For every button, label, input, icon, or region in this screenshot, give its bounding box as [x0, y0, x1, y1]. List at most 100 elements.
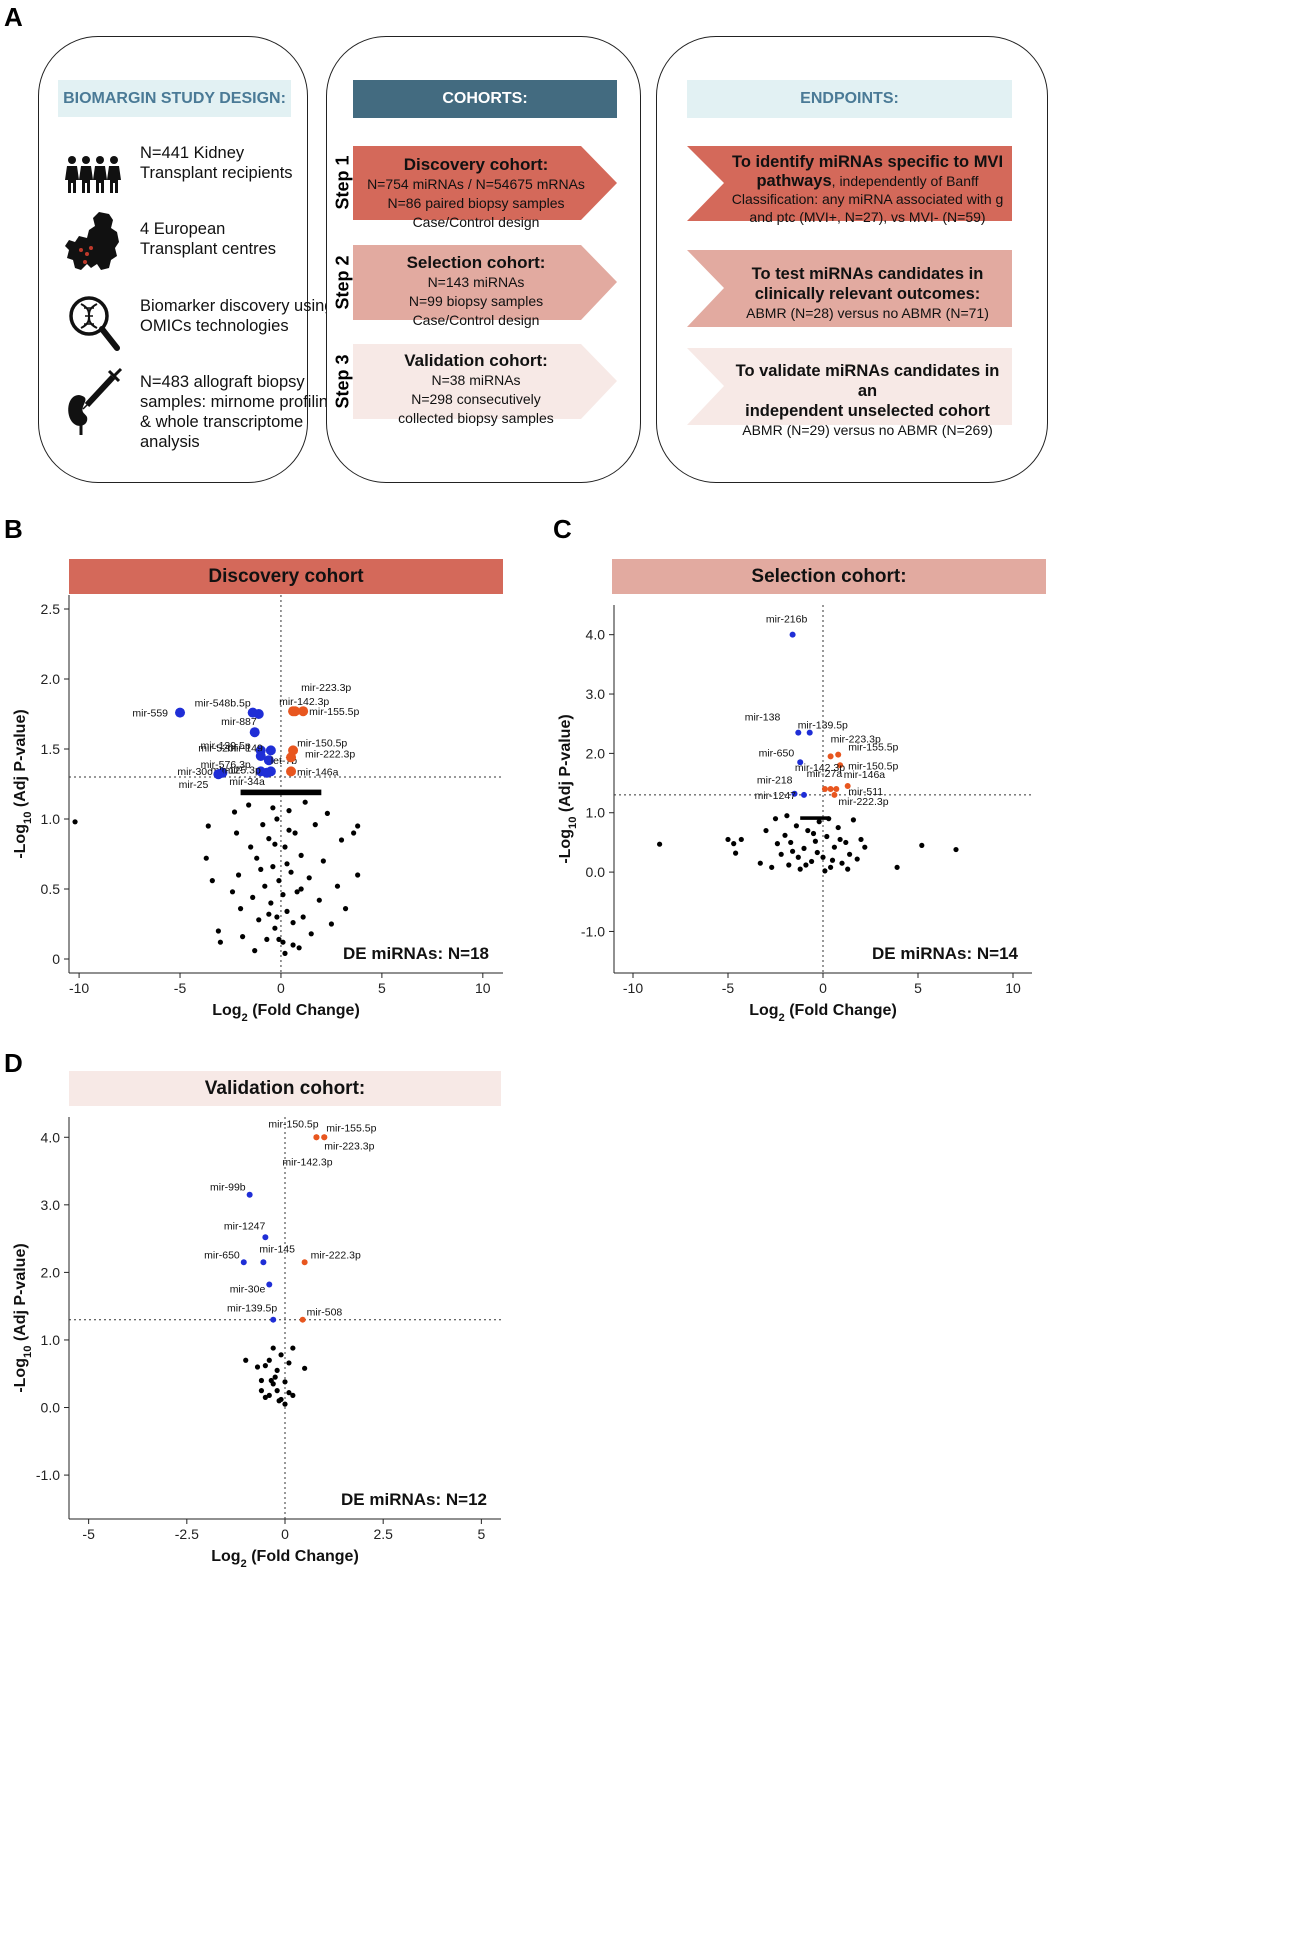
nonsignificant-point: [72, 819, 78, 825]
design-item-centres: 4 European Transplant centres: [58, 205, 276, 285]
nonsignificant-point: [862, 844, 868, 850]
x-tick-label: 0: [281, 1526, 289, 1542]
nonsignificant-point: [272, 1374, 278, 1380]
nonsignificant-point: [280, 892, 286, 898]
discovery-cohort-text: Discovery cohort: N=754 miRNAs / N=54675…: [356, 155, 596, 232]
nonsignificant-point: [803, 862, 809, 868]
design-text-line: samples: mirnome profiling: [140, 393, 338, 411]
nonsignificant-point: [725, 836, 731, 843]
y-tick-label: 1.0: [586, 805, 606, 821]
nonsignificant-point: [829, 857, 836, 863]
nonsignificant-point: [274, 816, 280, 822]
de-mirna-label: mir-155.5p: [309, 706, 359, 718]
nonsignificant-point: [260, 822, 266, 828]
cohort-line: Case/Control design: [412, 312, 540, 328]
de-mirna-point: [249, 727, 260, 738]
nonsignificant-point: [300, 914, 306, 920]
y-tick-label: 2.0: [41, 671, 61, 687]
nonsignificant-dense-band: [240, 789, 322, 796]
nonsignificant-point: [256, 917, 262, 923]
nonsignificant-point: [820, 854, 826, 860]
de-mirna-point: [298, 706, 309, 717]
de-mirna-label: mir-146a: [297, 766, 339, 778]
nonsignificant-point: [306, 875, 312, 881]
de-mirna-point: [255, 751, 266, 761]
nonsignificant-point: [854, 856, 860, 862]
de-mirna-label: mir-548b.5p: [195, 698, 251, 710]
endpoint-line: Classification: any miRNA associated wit…: [731, 191, 1004, 207]
de-mirna-label: mir-222.3p: [838, 796, 888, 808]
de-mirna-label: mir-139.5p: [201, 740, 251, 752]
cohort-line: Case/Control design: [412, 214, 540, 230]
nonsignificant-point: [835, 824, 841, 831]
endpoint-3-shape: [687, 348, 1012, 425]
nonsignificant-point: [274, 914, 280, 920]
y-axis-title: -Log10 (Adj P-value): [557, 714, 579, 863]
de-mirna-point: [833, 786, 840, 792]
nonsignificant-point: [237, 906, 244, 912]
nonsignificant-point: [738, 836, 744, 843]
design-item-recipients: N=441 Kidney Transplant recipients: [58, 135, 293, 215]
nonsignificant-point: [824, 833, 830, 840]
de-mirna-label: mir-142.3p: [282, 1156, 332, 1168]
nonsignificant-point: [355, 823, 361, 829]
design-text-line: Transplant centres: [140, 240, 277, 258]
de-mirna-point: [821, 786, 828, 792]
nonsignificant-point: [272, 841, 278, 847]
selection-cohort-text: Selection cohort: N=143 miRNAs N=99 biop…: [356, 253, 596, 330]
de-mirna-label: mir-150.5p: [268, 1118, 318, 1130]
de-mirna-label: mir-520f: [198, 742, 237, 754]
nonsignificant-point: [286, 808, 292, 814]
nonsignificant-point: [282, 1379, 288, 1385]
nonsignificant-point: [264, 936, 270, 942]
nonsignificant-point: [298, 886, 304, 892]
x-tick-label: 5: [378, 980, 386, 996]
endpoint-line: ABMR (N=28) versus no ABMR (N=71): [746, 305, 989, 321]
y-tick-label: 2.5: [41, 601, 61, 617]
de-mirna-point: [827, 753, 834, 760]
nonsignificant-point: [288, 869, 294, 875]
selection-arrow: [353, 245, 617, 320]
de-mirna-point: [299, 1316, 306, 1323]
de-mirna-label: mir-223.3p: [831, 733, 881, 745]
endpoint-2-text: To test miRNAs candidates in clinically …: [730, 264, 1005, 322]
x-tick-label: -10: [69, 980, 89, 996]
nonsignificant-point: [248, 844, 254, 850]
de-mirna-label: mir-1247: [755, 790, 797, 802]
de-mirna-point: [213, 769, 224, 780]
nonsignificant-point: [282, 950, 288, 956]
de-mirna-label: mir-650: [204, 1249, 240, 1261]
nonsignificant-point: [839, 860, 845, 866]
nonsignificant-point: [268, 900, 274, 906]
design-text-line: N=483 allograft biopsy: [140, 373, 305, 391]
panel-label-a: A: [4, 2, 23, 32]
nonsignificant-point: [209, 878, 215, 884]
nonsignificant-point: [657, 841, 663, 847]
de-mirna-count-annotation: DE miRNAs: N=14: [872, 944, 1019, 963]
nonsignificant-point: [774, 841, 780, 847]
study-design-header: BIOMARGIN STUDY DESIGN:: [58, 80, 291, 117]
cohort-title: Selection cohort:: [406, 253, 546, 272]
design-text-line: OMICs technologies: [140, 317, 289, 335]
y-tick-label: -1.0: [36, 1467, 60, 1483]
x-tick-label: 0: [277, 980, 285, 996]
de-mirna-label: mir-142.3p: [795, 762, 845, 774]
endpoint-title: To validate miRNAs candidates in an: [735, 362, 1000, 400]
de-mirna-label: mir-139.5p: [798, 720, 848, 732]
nonsignificant-point: [282, 844, 288, 850]
de-mirna-point: [240, 1259, 247, 1266]
design-text-line: 4 European: [140, 220, 226, 238]
nonsignificant-point: [801, 845, 807, 851]
de-mirna-label: mir-508: [307, 1307, 343, 1319]
de-mirna-point: [831, 791, 838, 798]
design-item-omics: Biomarker discovery using OMICs technolo…: [58, 282, 334, 362]
de-mirna-point: [261, 767, 272, 778]
de-mirna-label: mir-27a: [807, 768, 843, 780]
nonsignificant-point: [272, 925, 278, 931]
nonsignificant-point: [312, 822, 318, 828]
de-mirna-label: mir-149: [227, 742, 263, 754]
x-tick-label: 10: [475, 980, 491, 996]
nonsignificant-point: [822, 868, 828, 874]
cohort-line: N=143 miRNAs: [427, 274, 525, 290]
europe-map-icon: [58, 205, 128, 285]
